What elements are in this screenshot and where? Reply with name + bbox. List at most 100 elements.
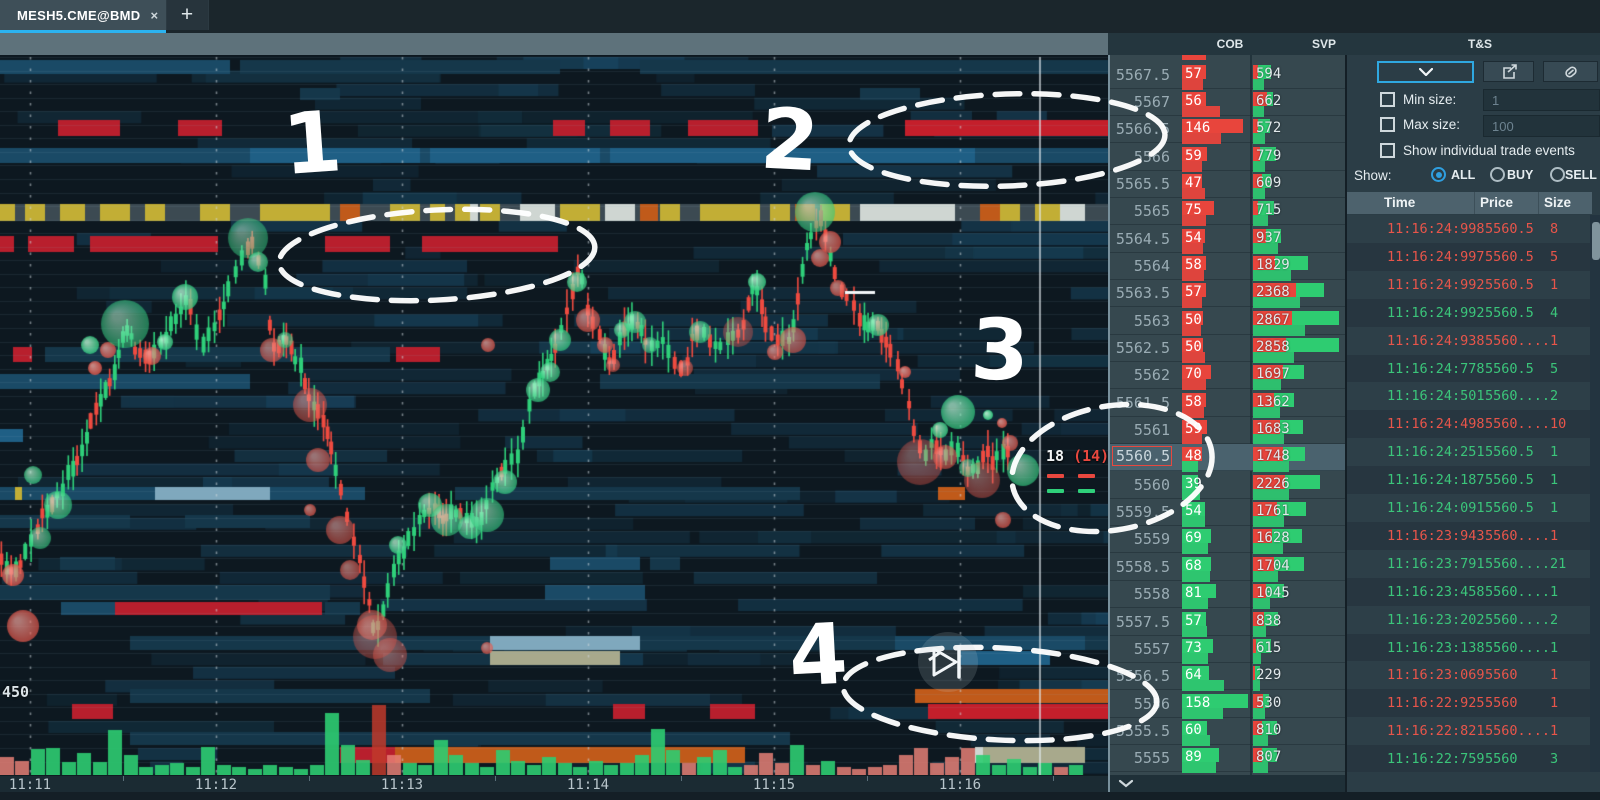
axis-tick [1053,776,1054,781]
svp-mid-bar [1253,598,1270,610]
radio-buy[interactable] [1490,167,1505,182]
ladder-row[interactable]: 5562.5 50 2858 [1110,335,1347,363]
ladder-price: 5556.5 [1115,667,1170,686]
svp-value: 1748 [1256,448,1290,465]
min-size-checkbox[interactable] [1380,92,1395,107]
share-button[interactable] [1483,61,1534,82]
tns-settings-dropdown[interactable] [1377,61,1474,83]
ladder-row[interactable]: 5565 75 715 [1110,198,1347,227]
ladder-row[interactable]: 5558 81 1045 [1110,581,1347,610]
cob-bar[interactable] [1182,693,1248,708]
cob-bar[interactable] [1182,255,1207,270]
tns-scrollbar[interactable] [1590,215,1600,772]
svp-mid-bar [1253,543,1283,555]
svp-bar [1253,693,1269,708]
show-events-checkbox[interactable] [1380,143,1395,158]
cob-bar[interactable] [1182,228,1205,243]
ladder-price: 5557 [1133,639,1170,658]
show-filter-label: Show: [1354,168,1392,183]
ladder-row[interactable]: 5564.5 54 937 [1110,226,1347,254]
cob-bar[interactable] [1182,611,1206,626]
orderflow-chart[interactable] [0,55,1108,775]
tab-close-icon[interactable]: × [150,7,159,23]
new-tab-button[interactable]: + [166,0,208,30]
cob-bar[interactable] [1182,638,1213,653]
link-button[interactable] [1543,61,1598,82]
ladder-row[interactable]: 5564 58 1829 [1110,253,1347,281]
trade-price: 5560.5 [1485,444,1534,461]
ladder-row[interactable]: 5559.5 54 1761 [1110,499,1347,528]
ladder-row[interactable]: 5557.5 57 838 [1110,609,1347,637]
ladder-row[interactable]: 5556.5 64 229 [1110,663,1347,692]
cob-value: 60 [1185,721,1202,738]
time-axis-label: 11:11 [8,777,52,793]
time-axis[interactable]: 11:11 11:12 11:13 11:14 11:15 11:16 [0,775,1108,793]
chevron-down-icon [1418,68,1433,76]
radio-all[interactable] [1431,167,1446,182]
min-size-input[interactable] [1483,89,1600,111]
ladder-row[interactable]: 5560 39 2226 [1110,472,1347,500]
chevron-down-icon[interactable] [1118,779,1134,788]
trade-time: 11:16:22:925 [1387,695,1485,712]
ladder-row[interactable]: 5566.5 146 572 [1110,116,1347,145]
cob-bar[interactable] [1182,748,1220,763]
ladder-row[interactable]: 5563.5 57 2368 [1110,280,1347,309]
cob-bar[interactable] [1182,365,1212,380]
cob-bar[interactable] [1182,173,1202,188]
trade-time: 11:16:24:187 [1387,472,1485,489]
cob-bar[interactable] [1182,91,1206,106]
tns-scrollbar-thumb[interactable] [1592,222,1600,260]
radio-label[interactable]: SELL [1565,168,1597,182]
max-size-checkbox[interactable] [1380,117,1395,132]
cob-bar[interactable] [1182,666,1209,681]
ladder-price: 5565 [1133,202,1170,221]
ladder-price: 5559 [1133,530,1170,549]
ladder-price: 5555.5 [1115,721,1170,740]
trade-time: 11:16:24:251 [1387,444,1485,461]
radio-label[interactable]: BUY [1507,168,1534,182]
max-size-input[interactable] [1483,115,1600,137]
ladder-row[interactable]: 5555 89 807 [1110,745,1347,774]
svp-value: 1683 [1256,421,1290,438]
cob-bar[interactable] [1182,720,1208,735]
tns-row: 11:16:24:778 5560.5 5 [1347,354,1590,383]
svp-bar [1253,146,1277,161]
cob-bar[interactable] [1182,584,1217,599]
ladder-row[interactable]: 5557 73 615 [1110,636,1347,664]
radio-sell[interactable] [1550,167,1565,182]
ladder-row[interactable]: 5561 59 1683 [1110,417,1347,446]
ladder-row[interactable]: 5561.5 58 1362 [1110,390,1347,418]
ladder-row[interactable]: 5555.5 60 810 [1110,718,1347,746]
ask-dash [1047,474,1064,478]
cob-bar[interactable] [1182,338,1203,352]
trade-size: 1 [1550,723,1559,740]
svp-bar [1253,283,1325,298]
cob-bar[interactable] [1182,283,1206,298]
ladder-row[interactable]: 5566 59 779 [1110,144,1347,172]
ladder-row[interactable]: 5559 69 1628 [1110,526,1347,555]
radio-label[interactable]: ALL [1451,168,1476,182]
cob-bar[interactable] [1182,119,1244,134]
cob-bar[interactable] [1182,201,1214,216]
cob-bar[interactable] [1182,556,1211,571]
ladder-row[interactable]: 5563 50 2867 [1110,308,1347,336]
cob-mid-bar [1182,707,1224,719]
svp-value: 1704 [1256,557,1290,574]
cob-value: 50 [1185,311,1202,328]
ladder-row[interactable]: 5556 158 530 [1110,691,1347,719]
ladder-row[interactable]: 5567.5 57 594 [1110,62,1347,90]
cob-bar[interactable] [1182,64,1206,79]
ladder-row[interactable]: 5562 70 1697 [1110,362,1347,391]
ladder-row[interactable]: 5558.5 68 1704 [1110,554,1347,582]
ladder-row[interactable]: 5560.5 48 1748 [1110,444,1347,473]
tab-instrument[interactable]: MESH5.CME@BMD × [0,0,166,30]
cob-mid-bar [1182,734,1211,746]
tns-row: 11:16:23:202 5560.... 2 [1347,605,1590,634]
ladder-row[interactable]: 5565.5 47 609 [1110,171,1347,199]
svp-mid-bar [1253,269,1291,281]
ladder-row[interactable]: 5567 56 662 [1110,89,1347,117]
chart-toolbar-strip[interactable] [0,33,1108,55]
svp-value: 1697 [1256,366,1290,383]
cob-bar[interactable] [1182,310,1203,325]
cob-bar[interactable] [1182,146,1207,161]
